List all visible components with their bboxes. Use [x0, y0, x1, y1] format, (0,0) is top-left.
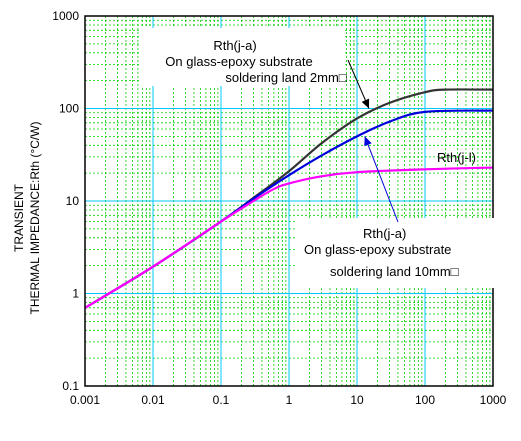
x-tick-label: 0.1	[213, 393, 230, 407]
y-axis-label-line1: TRANSIENT	[12, 183, 26, 252]
annotation-10mm-line2: On glass-epoxy substrate	[304, 242, 451, 257]
x-tick-label: 0.01	[141, 393, 165, 407]
annotation-rth-j-l: Rth(j-l)	[437, 150, 476, 165]
x-tick-label: 0.001	[70, 393, 100, 407]
y-tick-label: 10	[66, 194, 80, 208]
y-tick-label: 1	[72, 287, 79, 301]
y-tick-label: 100	[59, 102, 79, 116]
x-tick-label: 100	[415, 393, 435, 407]
y-axis-label-line2: THERMAL IMPEDANCE:Rth (°C/W)	[28, 121, 42, 314]
annotation-2mm-line1: Rth(j-a)	[213, 38, 256, 53]
annotation-10mm-line3: soldering land 10mm□	[330, 264, 459, 279]
y-tick-label: 0.1	[62, 379, 79, 393]
x-tick-label: 10	[350, 393, 364, 407]
x-tick-label: 1	[286, 393, 293, 407]
x-tick-label: 1000	[480, 393, 507, 407]
annotation-10mm-line1: Rth(j-a)	[363, 226, 406, 241]
annotation-2mm-line3: soldering land 2mm□	[225, 70, 346, 85]
annotation-2mm-line2: On glass-epoxy substrate	[165, 54, 312, 69]
y-tick-label: 1000	[52, 9, 79, 23]
